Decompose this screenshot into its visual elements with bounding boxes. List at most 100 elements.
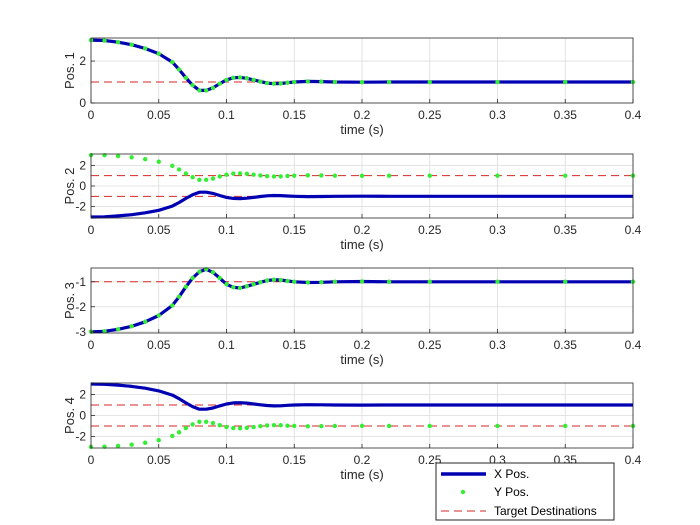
x-tick-label: 0.1	[218, 453, 235, 467]
x-tick-label: 0.4	[625, 223, 642, 237]
y-pos-point	[285, 80, 290, 85]
y-pos-point	[190, 275, 195, 281]
y-pos-point	[143, 319, 148, 324]
y-pos-point	[427, 173, 432, 178]
x-tick-label: 0.15	[283, 453, 307, 467]
y-tick-label: -3	[75, 325, 86, 339]
y-pos-point	[217, 174, 222, 179]
y-pos-point	[197, 88, 202, 93]
subplots: 0 0.05 0.1 0.15 0.2 0.25 0.3 0.35 0.4 0 2 time (s) P…	[62, 37, 642, 482]
y-tick-label: -1	[75, 275, 86, 289]
y-pos-point	[319, 173, 324, 178]
y-pos-point	[231, 171, 236, 176]
y-pos-point	[190, 82, 195, 88]
y-pos-point	[210, 420, 216, 426]
x-tick-label: 0.25	[418, 108, 442, 122]
y-pos-point	[264, 278, 270, 283]
y-pos-point	[143, 440, 148, 445]
y-tick-label: -2	[75, 429, 86, 443]
y-pos-point	[319, 280, 324, 285]
legend-target-label: Target Destinations	[494, 504, 597, 518]
y-pos-point	[176, 67, 182, 72]
y-pos-point	[285, 173, 290, 179]
x-tick-label: 0	[88, 338, 95, 352]
y-pos-point	[292, 279, 297, 284]
y-pos-point	[292, 173, 297, 178]
legend-y-marker	[460, 489, 466, 495]
y-pos-point	[332, 423, 338, 429]
y-pos-point	[427, 423, 432, 429]
x-tick-label: 0.4	[625, 453, 642, 467]
y-pos-point	[285, 278, 290, 284]
y-pos-point	[231, 75, 236, 81]
x-tick-label: 0	[88, 108, 95, 122]
x-axis-label: time (s)	[340, 467, 383, 482]
y-pos-point	[258, 423, 263, 429]
x-tick-label: 0.4	[625, 108, 642, 122]
y-tick-label: 2	[79, 388, 86, 402]
y-pos-point	[115, 39, 121, 45]
y-pos-point	[427, 279, 432, 284]
legend-x-label: X Pos.	[494, 467, 529, 481]
y-pos-point	[102, 38, 107, 43]
x-pos-line	[90, 267, 633, 334]
y-pos-point	[217, 422, 222, 428]
y-pos-point	[115, 153, 121, 159]
x-tick-label: 0.2	[354, 338, 371, 352]
y-pos-point	[129, 42, 134, 47]
y-pos-point	[563, 279, 568, 284]
y-pos-point	[359, 80, 365, 85]
y-pos-point	[359, 423, 365, 429]
y-pos-point	[495, 79, 500, 85]
x-tick-label: 0.05	[147, 453, 171, 467]
y-pos-point	[271, 174, 277, 179]
y-tick-label: -2	[75, 300, 86, 314]
y-pos-point	[170, 433, 175, 439]
y-pos-point	[332, 173, 338, 178]
y-pos-point	[292, 423, 297, 429]
x-tick-label: 0.35	[554, 338, 578, 352]
y-pos-point	[156, 159, 161, 164]
y-pos-point	[271, 81, 277, 86]
y-tick-label: -2	[75, 200, 86, 214]
y-pos-point	[244, 76, 250, 81]
y-pos-point	[244, 284, 250, 289]
y-pos-point	[190, 175, 195, 180]
x-axis-label: time (s)	[340, 122, 383, 137]
x-tick-label: 0.05	[147, 108, 171, 122]
y-pos-point	[231, 285, 236, 290]
x-tick-label: 0.2	[354, 223, 371, 237]
y-pos-point	[495, 279, 500, 284]
y-pos-point	[244, 171, 250, 177]
x-tick-label: 0.15	[283, 338, 307, 352]
x-tick-label: 0.1	[218, 338, 235, 352]
y-pos-point	[176, 167, 182, 172]
y-pos-point	[115, 327, 121, 332]
y-pos-point	[224, 77, 229, 83]
y-tick-label: 0	[79, 409, 86, 423]
y-pos-point	[386, 279, 392, 284]
x-tick-label: 0.3	[489, 108, 506, 122]
y-pos-point	[563, 79, 568, 85]
y-pos-point	[332, 279, 338, 284]
y-pos-point	[183, 425, 189, 431]
subplot-1: 0 0.05 0.1 0.15 0.2 0.25 0.3 0.35 0.4 0 2 time (s) P…	[62, 37, 642, 137]
y-pos-point	[278, 81, 283, 86]
y-pos-point	[203, 88, 209, 93]
y-pos-point	[183, 284, 189, 289]
y-pos-point	[278, 174, 283, 179]
y-axis-label: Pos. 4	[62, 397, 77, 434]
y-pos-point	[115, 443, 121, 449]
y-pos-point	[156, 51, 161, 56]
legend-y-label: Y Pos.	[494, 485, 529, 499]
y-pos-point	[258, 79, 263, 84]
y-pos-point	[264, 80, 270, 86]
y-tick-label: 0	[79, 96, 86, 110]
x-tick-label: 0.25	[418, 223, 442, 237]
y-pos-point	[264, 173, 270, 179]
y-pos-point	[258, 173, 263, 178]
x-axis-label: time (s)	[340, 237, 383, 252]
